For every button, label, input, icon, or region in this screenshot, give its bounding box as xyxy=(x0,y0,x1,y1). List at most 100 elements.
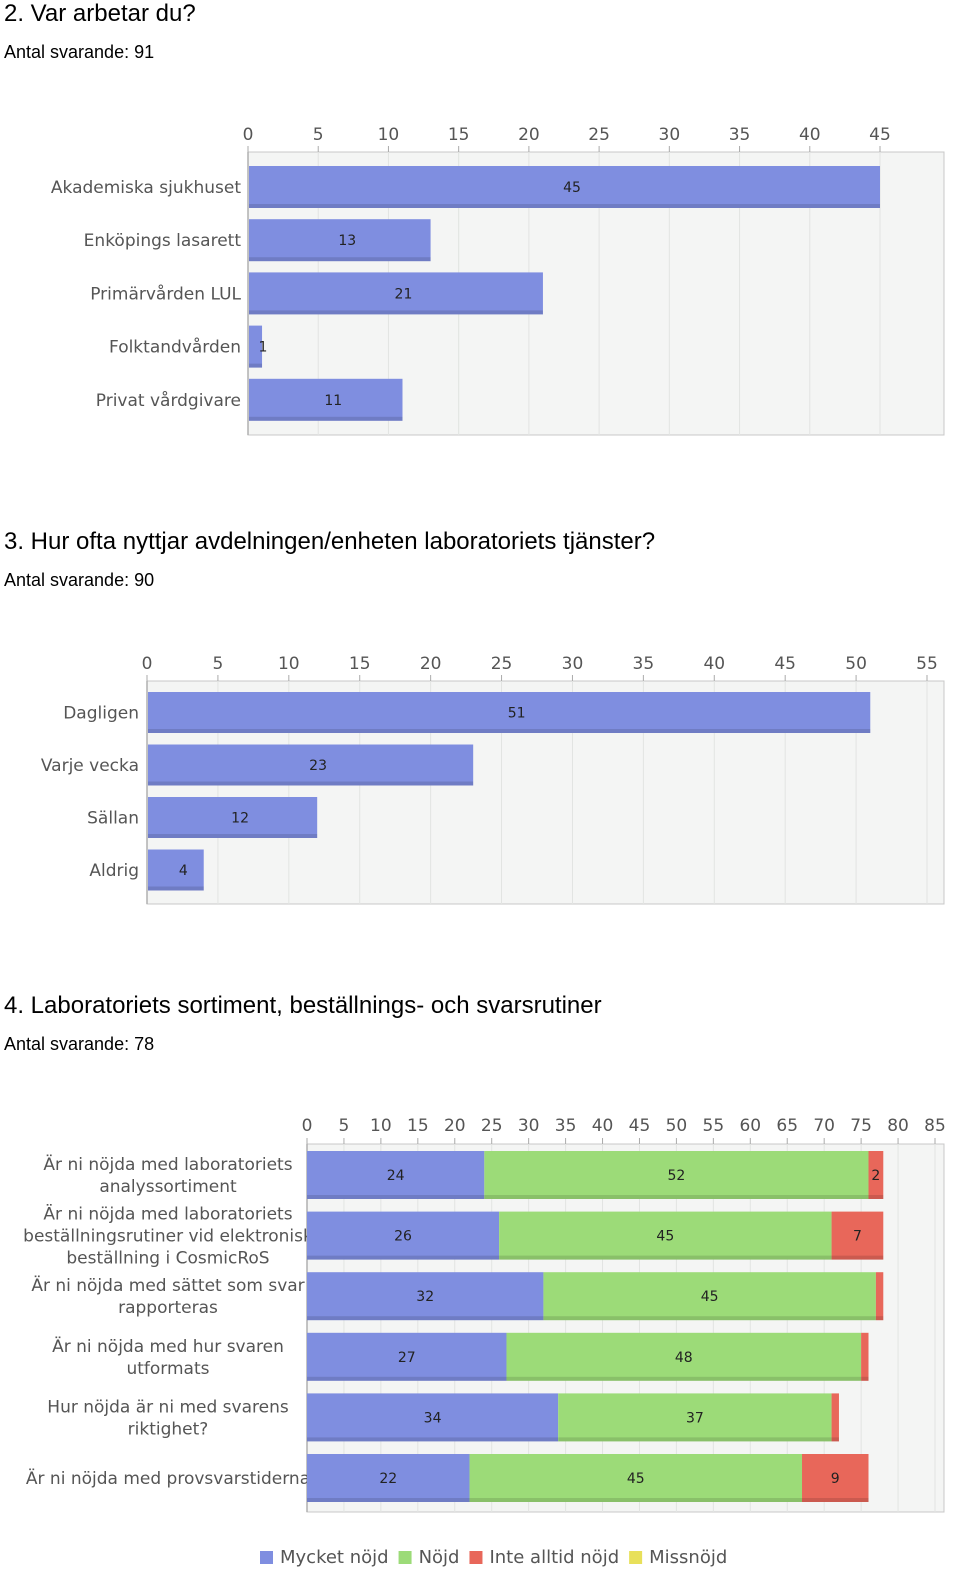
tick-label: 0 xyxy=(142,654,153,674)
tick-label: 25 xyxy=(588,125,610,145)
tick-label: 15 xyxy=(448,125,470,145)
category-label: Sällan xyxy=(87,809,139,829)
bar-shade xyxy=(307,1376,507,1381)
bar-shade xyxy=(543,1316,876,1321)
bar-shade xyxy=(307,1195,485,1199)
bar-shade xyxy=(506,1376,862,1381)
tick-label: 35 xyxy=(633,654,655,674)
tick-label: 80 xyxy=(887,1116,909,1136)
bar-shade xyxy=(249,257,431,262)
bar-shade xyxy=(148,729,871,733)
category-label: Folktandvården xyxy=(109,337,241,358)
bar xyxy=(249,219,431,262)
legend-swatch xyxy=(398,1551,412,1564)
bar-segment xyxy=(831,1211,884,1260)
tick-label: 85 xyxy=(924,1116,946,1136)
tick-label: 75 xyxy=(850,1116,872,1136)
value-label: 45 xyxy=(563,180,581,196)
bar-segment xyxy=(543,1272,876,1321)
bar xyxy=(148,692,871,733)
value-label: 34 xyxy=(424,1410,442,1426)
category-label: Privat vårdgivare xyxy=(96,390,241,411)
tick-label: 5 xyxy=(313,125,324,145)
tick-label: 10 xyxy=(378,125,400,145)
tick-label: 20 xyxy=(518,125,540,145)
bar-segment xyxy=(875,1272,884,1321)
legend-label: Inte alltid nöjd xyxy=(489,1547,619,1568)
category-label: Varje vecka xyxy=(41,756,139,776)
legend-label: Nöjd xyxy=(419,1547,460,1568)
legend-label: Mycket nöjd xyxy=(280,1547,389,1568)
bar-segment xyxy=(558,1393,832,1442)
tick-label: 40 xyxy=(799,125,821,145)
bar-shade xyxy=(831,1255,884,1260)
tick-label: 5 xyxy=(339,1116,350,1136)
value-label: 45 xyxy=(701,1289,719,1305)
category-label: Är ni nöjda med provsvarstiderna xyxy=(26,1468,310,1489)
tick-label: 35 xyxy=(729,125,751,145)
legend-swatch xyxy=(469,1551,483,1564)
bar-shade xyxy=(307,1498,470,1502)
question-3-respondents: Antal svarande: 90 xyxy=(4,570,155,590)
tick-label: 25 xyxy=(481,1116,503,1136)
value-label: 37 xyxy=(686,1410,704,1426)
legend-label: Missnöjd xyxy=(649,1547,727,1568)
value-label: 22 xyxy=(379,1471,397,1487)
value-label: 24 xyxy=(387,1168,405,1184)
tick-label: 35 xyxy=(555,1116,577,1136)
bar xyxy=(249,272,543,315)
bar xyxy=(249,325,263,368)
value-label: 1 xyxy=(259,340,268,356)
category-label: Är ni nöjda med sättet som svar rapporter… xyxy=(31,1275,304,1318)
value-label: 2 xyxy=(871,1168,880,1184)
value-label: 13 xyxy=(338,233,356,249)
value-label: 9 xyxy=(831,1471,840,1487)
category-label: Dagligen xyxy=(63,704,139,724)
bar-shade xyxy=(868,1195,884,1199)
bar-shade xyxy=(558,1437,832,1442)
tick-label: 0 xyxy=(243,125,254,145)
bar-shade xyxy=(875,1316,884,1321)
tick-label: 10 xyxy=(370,1116,392,1136)
bar-shade xyxy=(861,1376,869,1381)
bar-shade xyxy=(148,886,204,891)
chart-nyttjande: 0 5 10 15 20 25 30 35 40 45 50 55 Dagligen 51 Varje ve… xyxy=(41,654,945,905)
bar-shade xyxy=(469,1498,803,1502)
tick-label: 70 xyxy=(813,1116,835,1136)
value-label: 45 xyxy=(656,1229,674,1245)
tick-label: 10 xyxy=(278,654,300,674)
tick-label: 45 xyxy=(629,1116,651,1136)
tick-label: 40 xyxy=(592,1116,614,1136)
bar-segment xyxy=(307,1454,470,1502)
bar-shade xyxy=(802,1498,869,1502)
bar-shade xyxy=(249,363,263,368)
bar-shade xyxy=(249,204,880,208)
tick-label: 65 xyxy=(776,1116,798,1136)
bar-segment xyxy=(506,1332,862,1381)
value-label: 32 xyxy=(416,1289,434,1305)
value-label: 4 xyxy=(179,863,188,879)
tick-label: 55 xyxy=(916,654,938,674)
tick-label: 0 xyxy=(302,1116,313,1136)
category-label: Enköpings lasarett xyxy=(84,231,242,251)
bar-segment xyxy=(484,1151,869,1199)
question-4-title: 4. Laboratoriets sortiment, beställnings… xyxy=(4,992,602,1019)
tick-label: 50 xyxy=(845,654,867,674)
bar-shade xyxy=(307,1316,544,1321)
bar-segment xyxy=(307,1211,500,1260)
bar-shade xyxy=(307,1437,559,1442)
bar-segment xyxy=(868,1151,884,1199)
value-label: 51 xyxy=(508,706,526,722)
bar-shade xyxy=(484,1195,869,1199)
tick-label: 30 xyxy=(518,1116,540,1136)
category-label: Är ni nöjda med hur svaren utformats xyxy=(52,1336,284,1379)
bar-shade xyxy=(249,416,403,421)
bar-segment xyxy=(802,1454,869,1502)
bar-shade xyxy=(148,834,318,838)
chart-sortiment-rutiner: 0 5 10 15 20 25 30 35 40 45 50 55 60 65 70 75 80 85 Är ni … xyxy=(23,1116,946,1568)
value-label: 23 xyxy=(309,758,327,774)
legend-swatch xyxy=(629,1551,643,1564)
question-2-title: 2. Var arbetar du? xyxy=(4,0,196,27)
tick-label: 50 xyxy=(666,1116,688,1136)
bar-shade xyxy=(307,1255,500,1260)
